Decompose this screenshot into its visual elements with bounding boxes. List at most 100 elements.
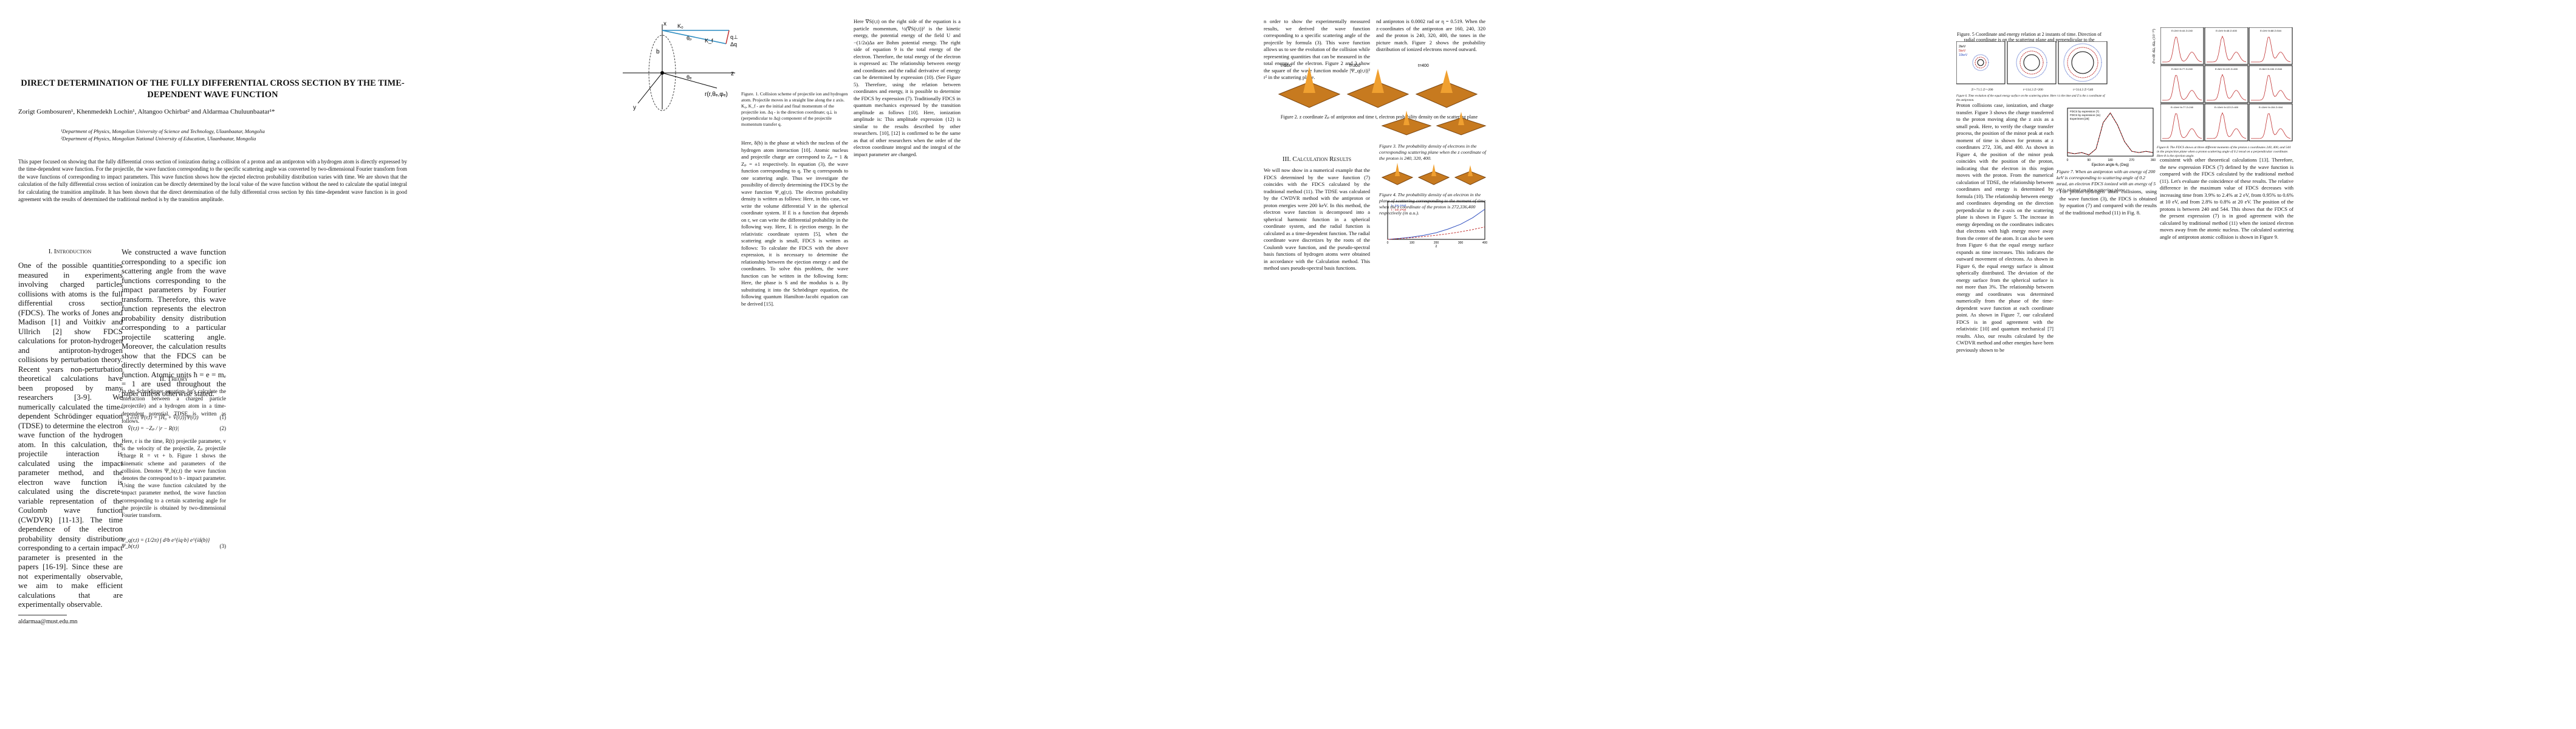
fig6-circle-5kev-1	[1975, 56, 1987, 69]
fig8-curve-8	[2207, 112, 2247, 139]
fig6-circle-10kev-2	[2016, 47, 2047, 78]
zline-x-tick-4: 400	[1482, 241, 1488, 245]
zline-x-tick-0: 0	[1387, 241, 1389, 245]
equation-2-text: V̂(r,t) = −Zₚ / |r − R(t)|	[128, 425, 179, 431]
affiliations: ¹Department of Physics, Mongolian Univer…	[61, 128, 401, 142]
fig6-legend-2kev: 2keV	[1959, 45, 1966, 49]
fig8-panel-label-3: E=2eV θ=88 Z=544	[2260, 29, 2282, 32]
fig8-panels-svg: E=2eV θ=44 Z=240 E=2eV θ=48 Z=400 E=2eV θ=…	[2160, 27, 2293, 142]
section-heading-results: III. Calculation Results	[1282, 156, 1352, 163]
fig7-legend-entry-1: FDCS by expression (7)	[2070, 110, 2100, 113]
footnote-email[interactable]: aldarmaa@must.edu.mn	[18, 618, 78, 625]
affiliation-1: ¹Department of Physics, Mongolian Univer…	[61, 128, 265, 134]
fig7-plot-frame	[2067, 108, 2154, 157]
section-heading-introduction: I. Introduction	[48, 248, 92, 255]
surface-panel-1-label: t=200	[1281, 64, 1292, 68]
author-list: Zorigt Gombosuren¹, Khenmedekh Lochin¹, …	[18, 108, 275, 115]
fig8-panel-label-2: E=2eV θ=48 Z=400	[2216, 29, 2238, 32]
fig8-curve-1	[2162, 36, 2202, 63]
figure-2-caption: Figure 2. z coordinate Zₚ of antiproton …	[1280, 114, 1478, 120]
surface-panel-2-label: t=300	[1349, 64, 1360, 68]
fig6-legend-10kev: 10keV	[1959, 53, 1968, 57]
fig8-curve-6	[2251, 75, 2291, 101]
fig6-circle-2kev-2	[2023, 54, 2040, 71]
figure-8-grid: d⁵σ/dE dΩₑ dΩₚ (10⁻²⁰) E=2eV θ=44 Z=240 E…	[2153, 27, 2293, 143]
page-4: Figure. 5 Coordinate and energy relation…	[1956, 0, 2576, 729]
fig8-panel-label-5: E=5eV θ=120 Z=400	[2215, 67, 2238, 70]
surface-panel-2: t=300	[1346, 64, 1410, 108]
collision-scheme-diagram: z x y b θₚ θₑ K₀ K_f q⊥ Δq r(r,θₑ,φₑ)	[623, 21, 738, 111]
probability-surface-row-1: t=200 t=300 t=400	[1278, 64, 1478, 108]
fig8-curve-3	[2251, 36, 2291, 63]
fig7-x-tick-1: 90	[2087, 159, 2091, 162]
results-column-f: consistent with other theoretical calcul…	[2160, 157, 2293, 240]
fig7-x-tick-4: 360	[2151, 159, 2156, 162]
equation-3: Ψ_q(r,t) = (1/2π) ∫ d²b e^{iq·b} e^{iδ(b…	[122, 537, 226, 549]
fig6-panel-3	[2058, 41, 2108, 84]
fig7-x-tick-0: 0	[2067, 159, 2069, 162]
z-energy-line-chart: t - ion z=wtt - ion z=wt 0 100 200 300 400 z	[1387, 201, 1488, 248]
fig6-circle-10kev-1	[1972, 54, 1989, 71]
axis-label-z: z	[731, 70, 734, 77]
page-1: DIRECT DETERMINATION OF THE FULLY DIFFER…	[0, 0, 601, 729]
axis-label-y: y	[633, 104, 636, 111]
fig6-circle-2kev-1	[1977, 59, 1984, 66]
surface-panel-1: t=200	[1278, 64, 1341, 108]
intro-paragraph-2: We constructed a wave function correspon…	[122, 248, 226, 398]
fig6-panel-1	[1956, 41, 2006, 84]
fig7-x-tick-2: 180	[2108, 159, 2113, 162]
results-column-g: For proton-hydrogen atom collisions, usi…	[2060, 188, 2157, 216]
fig8-panel-label-1: E=2eV θ=44 Z=240	[2171, 29, 2193, 32]
fig7-series-line-2	[2067, 112, 2154, 156]
fig8-curve-5	[2207, 74, 2247, 101]
label-q-perp: q⊥	[730, 34, 738, 40]
equation-3-text: Ψ_q(r,t) = (1/2π) ∫ d²b e^{iq·b} e^{iδ(b…	[122, 537, 210, 549]
figure-1-caption: Figure. 1. Collision scheme of projectil…	[741, 91, 848, 127]
label-theta-e: θₑ	[687, 74, 692, 80]
results-column-e: Proton collisions case, ionization, and …	[1956, 102, 2054, 353]
figure-3-caption: Figure 3. The probability density of ele…	[1379, 143, 1486, 161]
zline-legend-1: t - ion z=wt	[1391, 204, 1406, 208]
label-kf: K_f	[705, 38, 713, 44]
fig7-x-axis-label: Ejection angle θₑ (Deg)	[2092, 163, 2129, 167]
zline-series-2	[1387, 227, 1485, 240]
surface-panel-3-label: t=400	[1418, 64, 1429, 68]
figure-7-fdcs-chart: 0 90 180 270 360 Ejection angle θₑ (Deg) FDCS …	[2067, 108, 2156, 167]
theory-paragraph: In the Schrödinger equation, let's calcu…	[122, 388, 226, 424]
fig8-curve-2	[2207, 35, 2247, 63]
label-delta-q: Δq	[730, 41, 737, 47]
theory-column-b: Here ∇S(r,t) on the right side of the eq…	[854, 18, 961, 157]
zline-x-tick-1: 100	[1410, 241, 1415, 245]
abstract: This paper focused on showing that the f…	[18, 159, 407, 203]
results-paragraph: We will now show in a numerical example …	[1264, 167, 1370, 271]
fig6-panel-2	[2007, 41, 2057, 84]
equation-2: V̂(r,t) = −Zₚ / |r − R(t)| (2)	[128, 425, 226, 431]
fig8-panel-label-7: E=10eV θ=77 Z=240	[2171, 106, 2194, 109]
zline-plot-frame	[1387, 201, 1485, 240]
label-r-vector: r(r,θₑ,φₑ)	[705, 91, 728, 98]
figure-6-caption: Figure 6. Time evolution of the equal en…	[1956, 95, 2105, 102]
label-k0: K₀	[677, 23, 683, 29]
affiliation-2: ²Department of Physics, Mongolian Nation…	[61, 135, 256, 142]
label-theta-p: θₚ	[687, 35, 692, 41]
equation-1-text: i ∂/∂t Ψ(r,t) = [Ĥ₀ + V̂(r,t)]Ψ(r,t)	[128, 414, 199, 420]
fig7-legend-entry-2: FDCS by expression (11)	[2070, 114, 2101, 117]
fig6-panel-3-label: t=314.3 Z=540	[2073, 88, 2094, 92]
paper-title: DIRECT DETERMINATION OF THE FULLY DIFFER…	[21, 78, 405, 100]
label-b: b	[656, 49, 660, 55]
results-column-d: nd antiproton is 0.0002 rad or η = 0.519…	[1376, 18, 1485, 52]
fig7-x-tick-3: 270	[2129, 159, 2135, 162]
figure-4-caption: Figure 4. The probability density of an …	[1379, 192, 1486, 216]
section-heading-theory: II. Theory	[159, 375, 188, 383]
equation-1: i ∂/∂t Ψ(r,t) = [Ĥ₀ + V̂(r,t)]Ψ(r,t) (1)	[128, 414, 226, 420]
fig7-legend-entry-3: Experiment [20]	[2070, 117, 2089, 120]
figure-2-surfaces: t=200 t=300 t=400	[1276, 58, 1482, 112]
fig8-panel-label-8: E=10eV θ=123 Z=400	[2215, 106, 2239, 109]
page-3: n order to show the experimentally measu…	[1258, 0, 1938, 729]
zline-x-tick-2: 200	[1434, 241, 1439, 245]
fig6-panel-1-label: Z=-71.5 Z=-200	[1971, 88, 1993, 92]
figure-3-surfaces	[1381, 111, 1487, 135]
figure-6-energy-surfaces: 2keV 5keV 10keV	[1956, 41, 2108, 84]
intro-paragraph: One of the possible quantities measured …	[18, 261, 123, 609]
zline-legend-2: t - ion z=wt	[1391, 208, 1406, 212]
